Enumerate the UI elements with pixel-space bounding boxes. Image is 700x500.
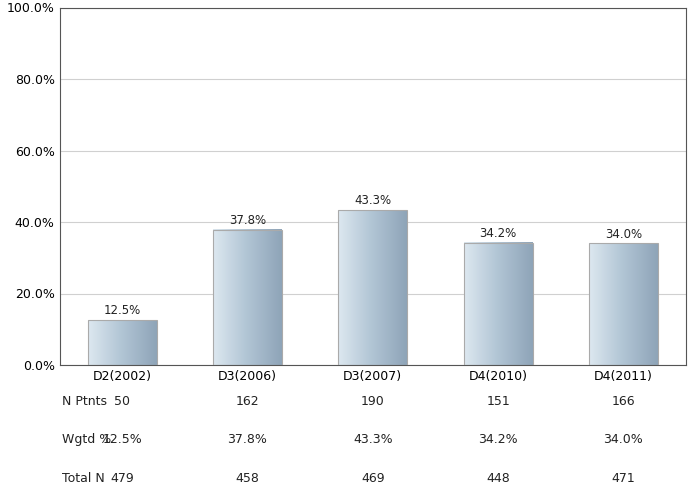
- Text: 50: 50: [114, 395, 130, 408]
- Text: Wgtd %: Wgtd %: [62, 434, 111, 446]
- Bar: [338, 210, 407, 365]
- Text: 12.5%: 12.5%: [104, 304, 141, 318]
- Text: 34.0%: 34.0%: [603, 434, 643, 446]
- Bar: [213, 230, 282, 365]
- Text: 190: 190: [361, 395, 384, 408]
- Text: 43.3%: 43.3%: [354, 194, 391, 207]
- Text: 12.5%: 12.5%: [102, 434, 142, 446]
- Text: 162: 162: [236, 395, 259, 408]
- Text: 34.2%: 34.2%: [478, 434, 518, 446]
- Text: 151: 151: [486, 395, 510, 408]
- Text: 37.8%: 37.8%: [228, 434, 267, 446]
- Text: 448: 448: [486, 472, 510, 484]
- Text: Total N: Total N: [62, 472, 105, 484]
- Bar: [589, 244, 658, 365]
- Text: N Ptnts: N Ptnts: [62, 395, 107, 408]
- Text: 34.0%: 34.0%: [605, 228, 642, 240]
- Text: 479: 479: [111, 472, 134, 484]
- Text: 458: 458: [235, 472, 260, 484]
- Text: 37.8%: 37.8%: [229, 214, 266, 227]
- Text: 471: 471: [612, 472, 635, 484]
- Text: 34.2%: 34.2%: [480, 227, 517, 240]
- Text: 166: 166: [612, 395, 635, 408]
- Bar: [88, 320, 157, 365]
- Text: 43.3%: 43.3%: [353, 434, 393, 446]
- Text: 469: 469: [361, 472, 384, 484]
- Bar: [463, 242, 533, 365]
